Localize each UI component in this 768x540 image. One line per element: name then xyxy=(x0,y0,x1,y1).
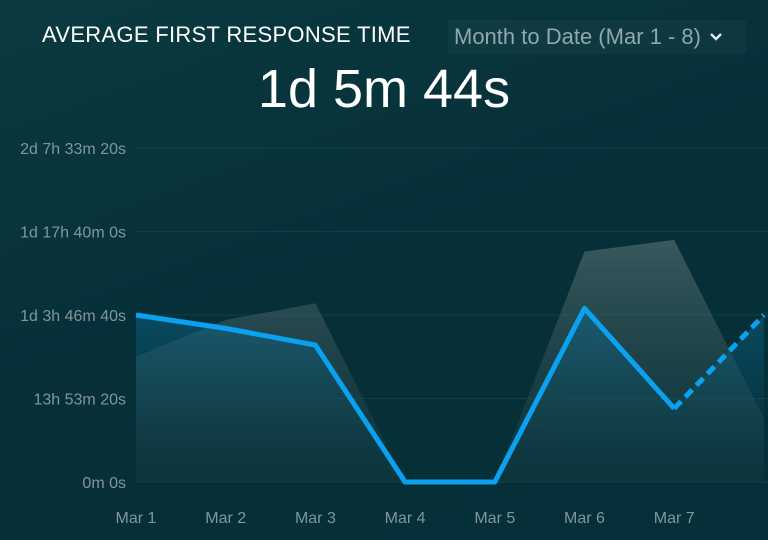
chart-title: AVERAGE FIRST RESPONSE TIME xyxy=(42,22,411,47)
y-tick-label: 1d 17h 40m 0s xyxy=(20,225,126,242)
y-tick-label: 2d 7h 33m 20s xyxy=(20,141,126,158)
x-tick-label: Mar 4 xyxy=(385,510,426,527)
x-tick-label: Mar 1 xyxy=(116,510,157,527)
y-tick-label: 0m 0s xyxy=(82,475,126,492)
projected-line-dashed xyxy=(672,313,766,411)
date-range-label: Month to Date (Mar 1 - 8) xyxy=(454,24,701,49)
y-tick-label: 13h 53m 20s xyxy=(33,392,126,409)
x-tick-label: Mar 6 xyxy=(564,510,605,527)
current-line-fill xyxy=(136,308,764,482)
x-tick-label: Mar 2 xyxy=(205,510,246,527)
chevron-down-icon xyxy=(710,33,722,41)
x-tick-label: Mar 3 xyxy=(295,510,336,527)
date-range-dropdown[interactable]: Month to Date (Mar 1 - 8) xyxy=(448,20,746,54)
y-tick-label: 1d 3h 46m 40s xyxy=(20,308,126,325)
x-tick-label: Mar 5 xyxy=(474,510,515,527)
x-tick-label: Mar 7 xyxy=(654,510,695,527)
metric-value: 1d 5m 44s xyxy=(257,59,511,119)
